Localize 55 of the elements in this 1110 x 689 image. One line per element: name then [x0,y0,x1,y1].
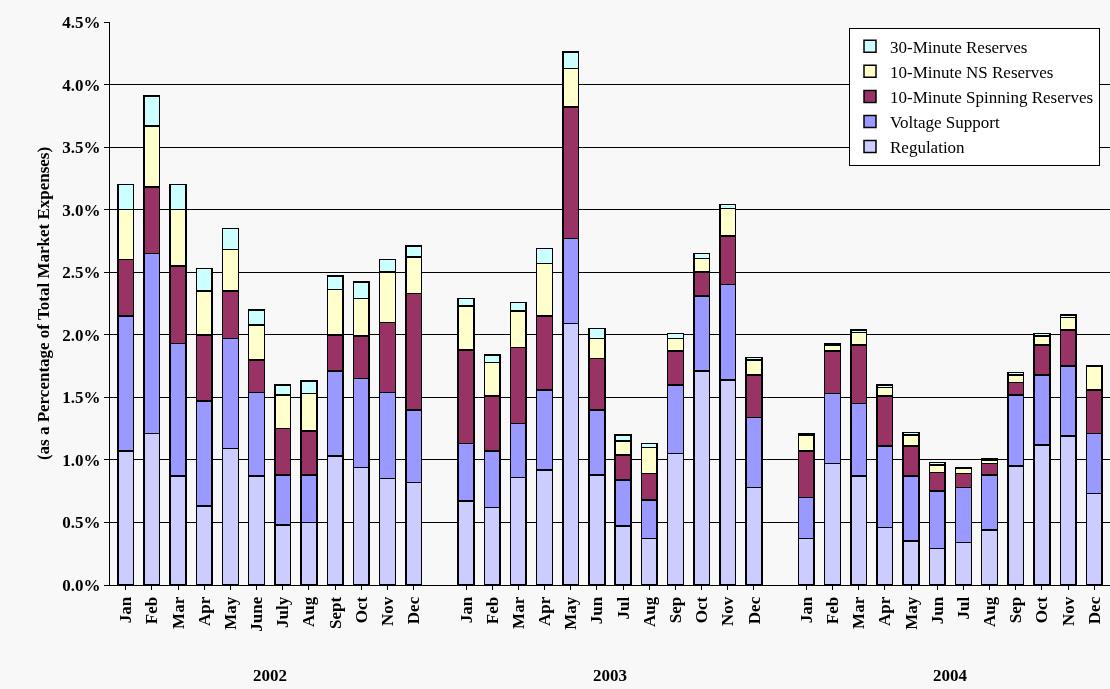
y-tick-label: 0.5% [62,513,101,533]
x-tick-label: Oct [351,596,371,624]
x-tick-label: Aug [639,596,659,628]
legend-label: 10-Minute Spinning Reserves [890,88,1094,108]
y-tick-label: 0.0% [62,575,101,595]
x-tick-label: Jan [456,596,476,624]
x-tick-label: Apr [194,596,214,627]
x-tick-label: Dec [744,596,764,625]
legend-label: 30-Minute Reserves [890,37,1028,57]
legend-label: Regulation [890,138,966,158]
x-tick-label: Sept [325,596,345,629]
x-tick-label: Jul [613,596,633,620]
x-tick-label: Oct [1032,596,1052,624]
y-tick-label: 4.5% [62,12,101,32]
y-tick-label: 2.0% [62,325,101,345]
x-tick-label: May [561,596,581,630]
x-tick-label: Dec [1084,596,1104,625]
x-tick-label: Jan [796,596,816,624]
x-tick-label: Apr [875,596,895,627]
x-tick-label: Jun [587,596,607,625]
x-tick-label: Jun [927,596,947,625]
text: 2003 [593,666,627,685]
x-tick-label: Aug [980,596,1000,628]
text: 2004 [933,666,968,685]
x-tick-label: Feb [482,596,502,625]
y-tick-label: 1.5% [62,388,101,408]
x-tick-label: Nov [718,596,738,627]
x-tick-label: May [901,596,921,630]
legend-label: Voltage Support [890,113,1000,133]
x-tick-label: Mar [508,596,528,629]
y-axis-title: (as a Percentage of Total Market Expenses) [33,146,53,461]
x-tick-label: Mar [849,596,869,629]
y-tick-label: 4.0% [62,75,101,95]
y-tick-label: 1.0% [62,450,101,470]
x-tick-label: Feb [142,596,162,625]
legend-label: 10-Minute NS Reserves [890,62,1054,82]
x-tick-label: May [220,596,240,630]
x-tick-label: Jan [116,596,136,624]
x-tick-label: Nov [1058,596,1078,627]
x-tick-label: Apr [535,596,555,627]
y-tick-label: 2.5% [62,263,101,283]
x-tick-label: Feb [823,596,843,625]
x-tick-label: Mar [168,596,188,629]
x-tick-label: June [247,596,267,632]
y-tick-label: 3.0% [62,200,101,220]
x-tick-label: Oct [692,596,712,624]
x-tick-label: Nov [378,596,398,627]
text: 2002 [253,666,287,685]
x-tick-label: Aug [299,596,319,628]
y-tick-label: 3.5% [62,138,101,158]
x-tick-label: July [273,596,293,628]
x-tick-label: Dec [404,596,424,625]
x-tick-label: Sep [1006,596,1026,624]
x-tick-label: Sep [665,596,685,624]
x-tick-label: Jul [953,596,973,620]
